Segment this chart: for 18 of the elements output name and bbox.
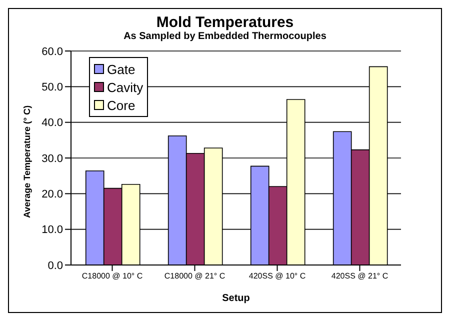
x-axis-title: Setup: [222, 293, 250, 304]
legend-label: Gate: [107, 62, 136, 76]
legend-label: Core: [107, 98, 136, 112]
x-tick-label: 420SS @ 10° C: [248, 272, 306, 281]
y-tick-label: 40.0: [42, 117, 63, 130]
y-axis-title: Average Temperature (° C): [22, 105, 32, 218]
x-tick-label: C18000 @ 10° C: [82, 272, 143, 281]
y-tick-label: 60.0: [42, 46, 63, 58]
legend-label: Cavity: [107, 80, 144, 94]
x-tick-label: 420SS @ 21° C: [331, 272, 388, 281]
x-tick-label: C18000 @ 21° C: [164, 272, 226, 281]
y-tick-label: 30.0: [42, 152, 63, 165]
y-tick-label: 10.0: [42, 224, 63, 236]
y-tick-label: 20.0: [42, 188, 63, 201]
y-tick-label: 50.0: [42, 82, 63, 94]
chart-subtitle: As Sampled by Embedded Thermocouples: [122, 31, 328, 43]
y-tick-label: 0.0: [48, 260, 63, 272]
chart-title: Mold Temperatures: [155, 14, 295, 31]
